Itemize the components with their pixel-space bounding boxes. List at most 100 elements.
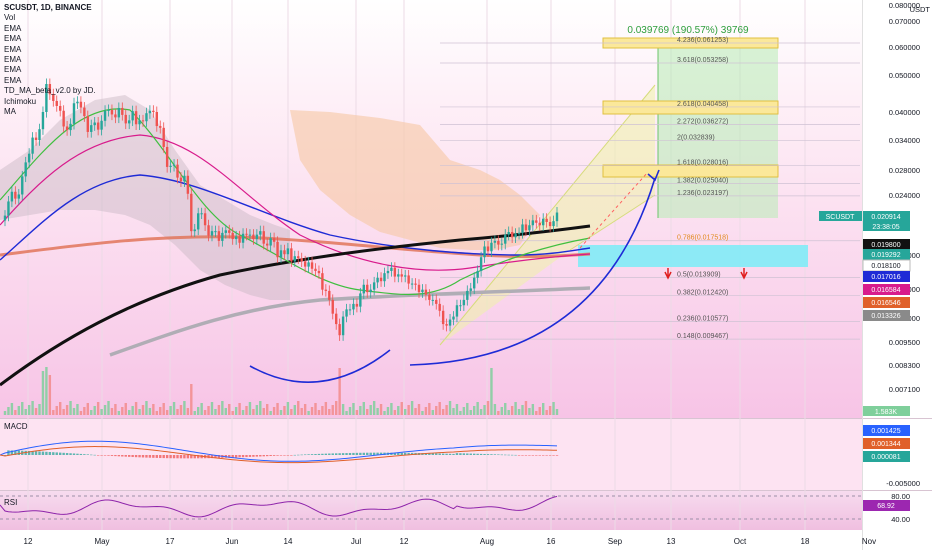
macd-histogram-bar (379, 452, 383, 455)
candle-body (441, 310, 445, 325)
volume-bar (362, 402, 365, 415)
volume-bar (159, 407, 162, 415)
price-tag[interactable] (863, 271, 910, 282)
volume-bar (93, 406, 96, 415)
volume-bar (369, 405, 372, 415)
macd-tag[interactable] (863, 451, 910, 462)
macd-histogram-bar (424, 453, 428, 455)
symbol-title[interactable]: SCUSDT, 1D, BINANCE (4, 3, 92, 12)
legend-ema-3[interactable]: EMA (4, 44, 22, 54)
legend-ma[interactable]: MA (4, 107, 16, 117)
price-tag-text: 0.020914 (871, 214, 900, 221)
legend-ema-6[interactable]: EMA (4, 75, 22, 85)
volume-bar (21, 402, 24, 415)
volume-bar (314, 403, 317, 415)
rounding-bottom-arc-right (409, 177, 656, 366)
volume-bar (45, 367, 48, 415)
volume-bar (193, 411, 196, 415)
volume-bar (383, 411, 386, 415)
legend-vol[interactable]: Vol (4, 13, 16, 23)
macd-histogram-bar (297, 454, 300, 456)
macd-histogram-bar (217, 455, 221, 458)
candle-body (386, 270, 390, 274)
volume-bar (428, 403, 431, 415)
candle-body (407, 275, 410, 284)
price-tag-text: 0.013326 (871, 313, 900, 320)
macd-histogram-bar (545, 455, 548, 456)
candle-body (414, 283, 417, 285)
price-tag[interactable] (863, 239, 910, 250)
rsi-tag-text: 68.92 (877, 503, 895, 510)
rsi-label[interactable]: RSI (4, 498, 18, 507)
macd-histogram-bar (262, 455, 265, 457)
volume-bar (83, 407, 86, 415)
price-tag[interactable] (863, 297, 910, 308)
fib-label: 3.618(0.053258) (677, 57, 728, 64)
macd-tag[interactable] (863, 425, 910, 436)
volume-bar (79, 411, 83, 415)
volume-bar (55, 406, 58, 415)
volume-bar (535, 411, 538, 415)
candle-body (307, 262, 310, 267)
macd-tag[interactable] (863, 438, 910, 449)
macd-histogram-bar (341, 453, 345, 455)
price-tag[interactable] (863, 249, 910, 260)
macd-histogram-bar (228, 455, 231, 458)
candle-body (245, 233, 248, 235)
legend-ema-4[interactable]: EMA (4, 55, 22, 65)
candle-body (328, 290, 331, 300)
volume-bar (96, 402, 100, 415)
volume-tag[interactable] (863, 406, 910, 416)
volume-bar (524, 401, 528, 415)
candle-body (428, 294, 431, 300)
candle-body (455, 305, 459, 317)
support-zone (578, 245, 808, 267)
volume-bar (62, 409, 65, 415)
macd-tag-text: 0.001425 (871, 428, 900, 435)
legend-ema-1[interactable]: EMA (4, 23, 22, 33)
macd-histogram-bar (197, 455, 200, 459)
macd-tag-text: 0.000081 (871, 454, 900, 461)
legend-ema-2[interactable]: EMA (4, 34, 22, 44)
rsi-tag[interactable] (863, 500, 910, 511)
legend-td-ma[interactable]: TD_MA_beta_v2.0 by JD. (4, 86, 96, 96)
macd-histogram-bar (55, 452, 58, 455)
macd-histogram-bar (93, 454, 96, 456)
macd-histogram-bar (328, 453, 331, 455)
volume-bar (359, 406, 362, 415)
macd-histogram-bar (86, 454, 89, 455)
candle-body (172, 164, 176, 166)
volume-bar (469, 410, 472, 415)
candle-body (69, 123, 72, 131)
macd-histogram-bar (90, 454, 93, 456)
candle-body (269, 238, 272, 246)
macd-histogram-bar (165, 455, 169, 459)
volume-bar (14, 410, 17, 415)
macd-label[interactable]: MACD (4, 422, 28, 431)
candle-body (555, 212, 559, 222)
volume-bar (497, 411, 500, 415)
volume-bar (10, 403, 14, 415)
candle-body (397, 274, 400, 277)
volume-bar (186, 408, 190, 415)
macd-histogram-bar (59, 452, 62, 455)
legend-ichimoku[interactable]: Ichimoku (4, 96, 37, 106)
candle-body (493, 240, 497, 243)
macd-histogram-bar (45, 451, 48, 455)
time-axis[interactable]: 12 May 17 Jun 14 Jul 12 Aug 16 Sep 13 Oct 18 Nov (24, 537, 877, 546)
volume-bar (148, 408, 152, 415)
price-tag[interactable] (863, 211, 910, 231)
candle-body (155, 111, 158, 127)
macd-histogram-bar (48, 451, 52, 455)
price-tag[interactable] (863, 310, 910, 321)
price-axis[interactable]: 0.080000 0.070000 0.060000 0.050000 0.040000… (819, 1, 920, 524)
macd-histogram-bar (493, 454, 497, 455)
volume-bar (397, 406, 400, 415)
legend-ema-5[interactable]: EMA (4, 65, 22, 75)
candle-body (445, 324, 448, 326)
symbol-tag[interactable] (819, 211, 862, 221)
candle-body (469, 288, 472, 291)
price-tag[interactable] (863, 284, 910, 295)
